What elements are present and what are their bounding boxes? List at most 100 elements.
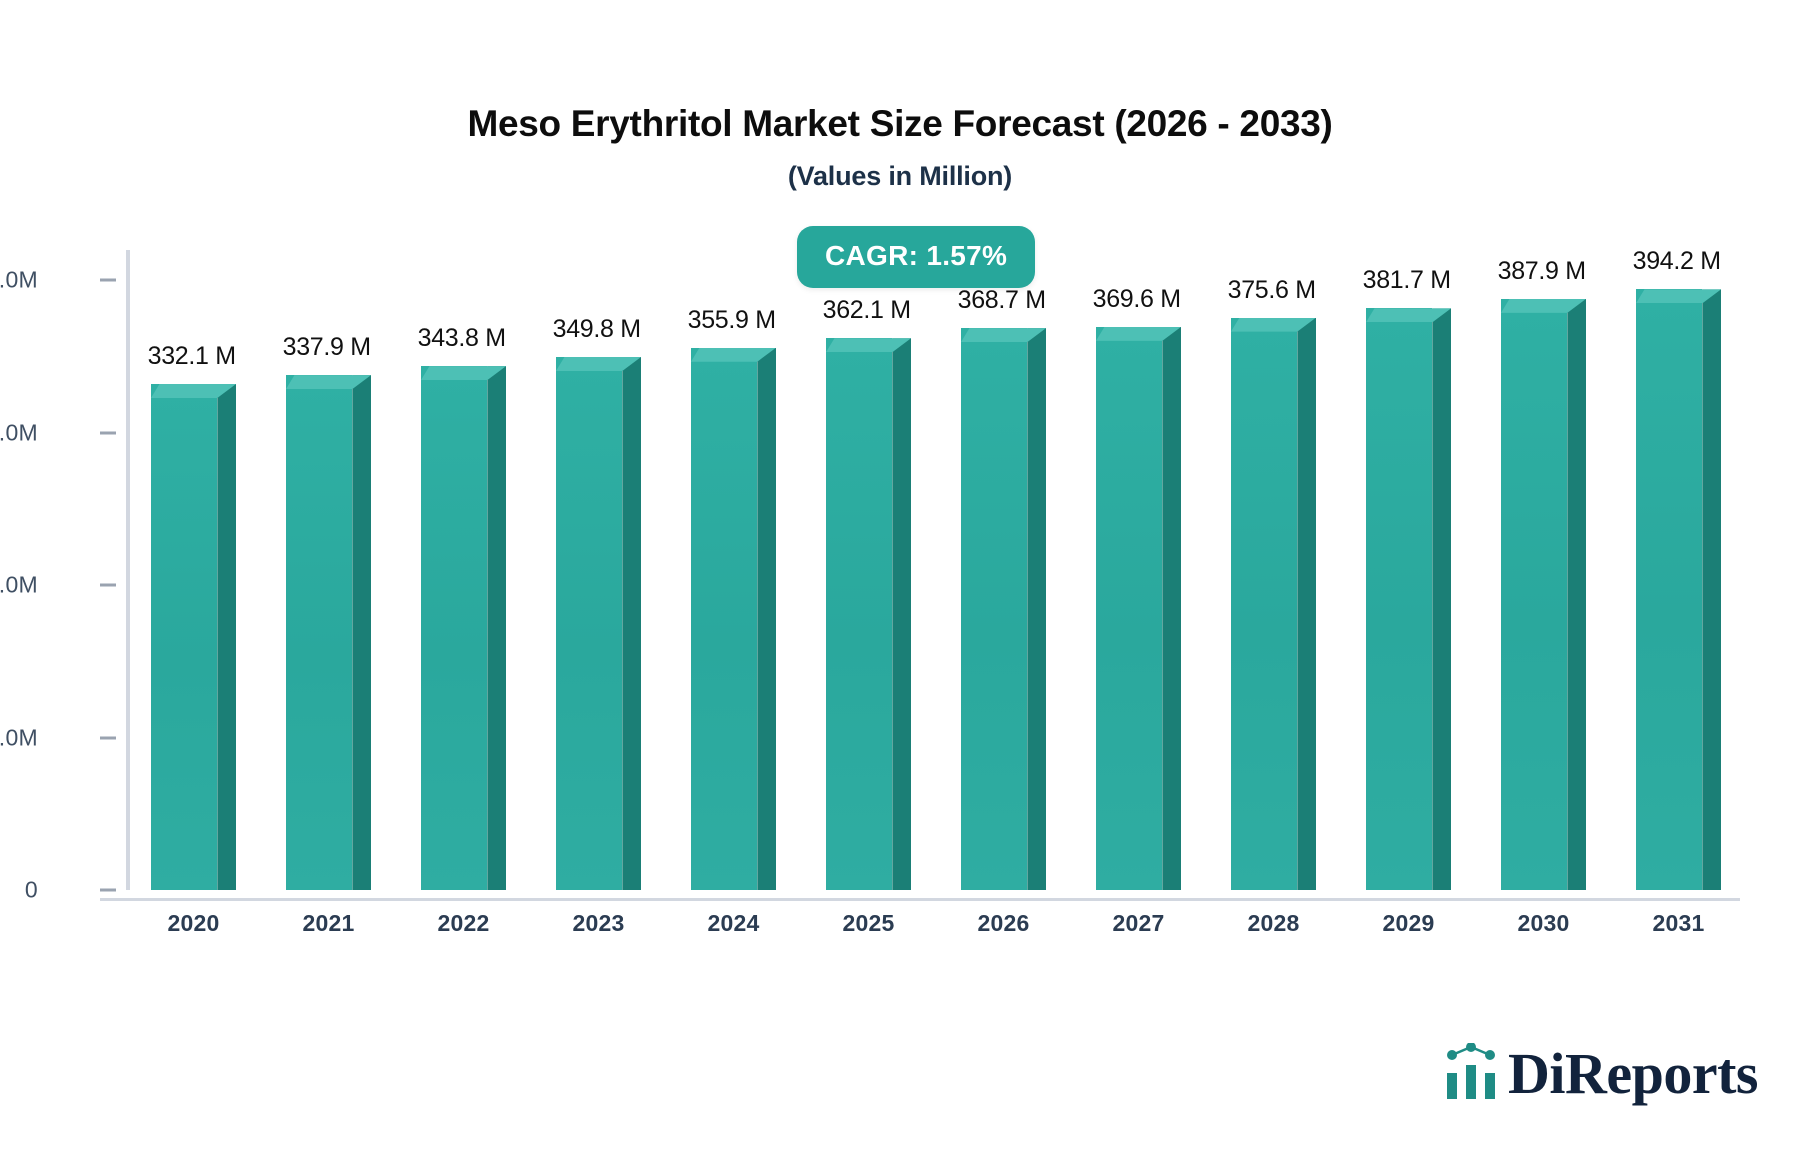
bar-front-face (1365, 308, 1433, 890)
bar-top-face (1095, 326, 1182, 341)
chart-subtitle: (Values in Million) (787, 160, 1013, 191)
x-axis-category-label: 2025 (842, 910, 895, 936)
x-axis-category-label: 2020 (167, 910, 220, 936)
bar-body (150, 383, 237, 890)
bar-front-face (555, 356, 623, 890)
bar-value-label: 332.1 M (147, 341, 237, 370)
bar-value-label: 368.7 M (957, 286, 1047, 315)
bar[interactable]: 375.6 M (1228, 276, 1317, 890)
y-axis-tick-label: 100.0M (0, 724, 38, 751)
bar[interactable]: 387.9 M (1498, 257, 1587, 890)
bar-side-face (1297, 317, 1317, 890)
bar-top-face (1230, 317, 1317, 332)
bar-front-face (420, 366, 488, 890)
y-axis-tick-mark (100, 736, 116, 740)
bar-top-face (825, 338, 912, 353)
bar-side-face (1027, 328, 1047, 890)
chart-header: Meso Erythritol Market Size Forecast (20… (0, 103, 1800, 192)
bar-top-face (1365, 308, 1452, 323)
y-axis-tick-label: 0 (24, 876, 38, 903)
bar-value-label: 355.9 M (687, 305, 777, 334)
y-axis-tick-label: 200.0M (0, 571, 38, 598)
bar-body (555, 356, 642, 890)
bar[interactable]: 362.1 M (823, 296, 912, 890)
bar-top-face (150, 383, 237, 398)
bar-front-face (690, 347, 758, 890)
logo-wordmark: DiReports (1507, 1040, 1759, 1106)
x-axis-category-label: 2027 (1112, 910, 1165, 936)
bar-top-face (690, 347, 777, 362)
bar[interactable]: 337.9 M (283, 333, 372, 890)
bar-top-face (420, 366, 507, 381)
bar-value-label: 337.9 M (282, 333, 372, 362)
bar-value-label: 394.2 M (1632, 247, 1722, 276)
bar-top-face (555, 356, 642, 371)
x-axis-category-label: 2026 (977, 910, 1030, 936)
y-axis-tick-label: 300.0M (0, 419, 38, 446)
bar-body (960, 328, 1047, 890)
x-axis-category-label: 2029 (1382, 910, 1435, 936)
bar[interactable]: 332.1 M (148, 342, 237, 890)
bar-side-face (217, 383, 237, 890)
bars-layer: 332.1 M 337.9 M 343.8 M 349.8 M 355.9 M 362.1… (126, 247, 1746, 890)
x-axis-category-label: 2030 (1517, 910, 1570, 936)
bar[interactable]: 394.2 M (1633, 247, 1722, 890)
bar-body (420, 366, 507, 890)
bar-top-face (1635, 289, 1722, 304)
bar-value-label: 381.7 M (1362, 266, 1452, 295)
bar-value-label: 362.1 M (822, 296, 912, 325)
bar-value-label: 375.6 M (1227, 275, 1317, 304)
bar-top-face (1500, 298, 1587, 313)
bar[interactable]: 349.8 M (553, 315, 642, 890)
bar[interactable]: 343.8 M (418, 324, 507, 890)
bar-front-face (285, 375, 353, 890)
bar-side-face (1432, 308, 1452, 890)
y-axis-tick-mark (100, 278, 116, 282)
bar[interactable]: 369.6 M (1093, 285, 1182, 890)
bar-chart-icon (1446, 1042, 1498, 1104)
bar-side-face (622, 356, 642, 890)
bar[interactable]: 381.7 M (1363, 266, 1452, 890)
bar-side-face (892, 338, 912, 890)
x-axis-category-label: 2022 (437, 910, 490, 936)
bar-value-label: 369.6 M (1092, 284, 1182, 313)
bar-body (1635, 289, 1722, 890)
bar-body (1365, 308, 1452, 890)
bar-front-face (1230, 317, 1298, 890)
chart-title: Meso Erythritol Market Size Forecast (20… (467, 103, 1333, 144)
bar-body (1500, 298, 1587, 890)
y-axis-tick-label: 400.0M (0, 266, 38, 293)
bar-side-face (757, 347, 777, 890)
bar-body (690, 347, 777, 890)
bar-front-face (150, 383, 218, 890)
bar-front-face (960, 328, 1028, 890)
bar-value-label: 343.8 M (417, 324, 507, 353)
direports-logo: DiReports (1446, 1040, 1759, 1106)
y-axis-tick-mark (100, 583, 116, 587)
bar-body (1230, 317, 1317, 890)
cagr-badge: CAGR: 1.57% (797, 226, 1036, 288)
y-axis-tick-mark (100, 431, 116, 435)
bar-front-face (1635, 289, 1703, 890)
bar-top-face (960, 328, 1047, 343)
x-axis-line (100, 898, 1740, 901)
bar-front-face (825, 338, 893, 890)
bar-side-face (1567, 298, 1587, 890)
y-axis-line (126, 250, 130, 890)
bar-side-face (487, 366, 507, 890)
bar-side-face (1162, 326, 1182, 890)
bar-body (1095, 326, 1182, 890)
bar[interactable]: 355.9 M (688, 306, 777, 890)
bar-body (825, 338, 912, 890)
bar-body (285, 375, 372, 890)
plot-area: 400.0M 300.0M 200.0M 100.0M 0 332.1 M 337.9 M… (0, 247, 1746, 936)
bar-value-label: 349.8 M (552, 314, 642, 343)
x-axis-category-label: 2031 (1652, 910, 1705, 936)
bar-front-face (1500, 298, 1568, 890)
bar-top-face (285, 375, 372, 390)
x-axis-category-label: 2021 (302, 910, 355, 936)
bar-value-label: 387.9 M (1497, 256, 1587, 285)
bar[interactable]: 368.7 M (958, 286, 1047, 890)
bar-side-face (1702, 289, 1722, 890)
